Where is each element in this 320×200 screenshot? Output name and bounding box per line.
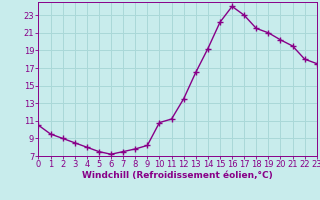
X-axis label: Windchill (Refroidissement éolien,°C): Windchill (Refroidissement éolien,°C)	[82, 171, 273, 180]
